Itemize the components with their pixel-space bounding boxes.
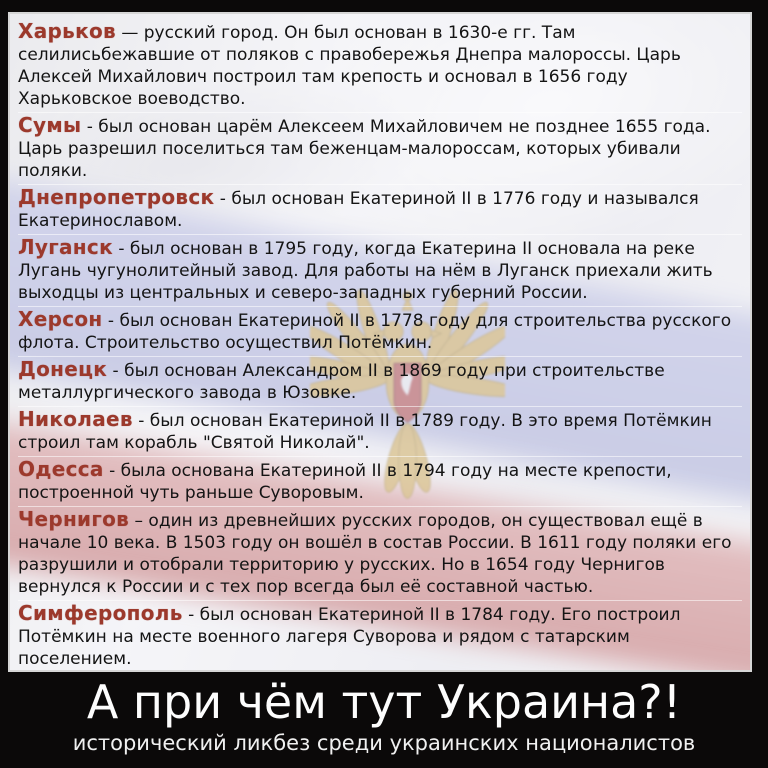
city-entry-nikolaev: Николаев - был основан Екатериной II в 1… [18, 406, 742, 456]
city-description: - был основан в 1795 году, когда Екатери… [18, 239, 713, 303]
city-name: Чернигов [18, 507, 130, 531]
city-name: Днепропетровск [18, 185, 215, 209]
double-headed-eagle-icon [310, 289, 505, 499]
city-name: Николаев [18, 407, 133, 431]
city-entry-simferopol: Симферополь - был основан Екатериной II … [18, 600, 742, 670]
translucent-overlay [10, 14, 750, 670]
city-entry-odessa: Одесса - была основана Екатериной II в 1… [18, 456, 742, 506]
city-description: - был основан Екатериной II в 1776 году … [18, 189, 699, 231]
city-name: Донецк [18, 357, 108, 381]
city-description: - был основан царём Алексеем Михайловиче… [18, 117, 711, 181]
city-description: - был основан Екатериной II в 1778 году … [18, 311, 732, 353]
city-name: Симферополь [18, 601, 183, 625]
city-name: Одесса [18, 457, 104, 481]
city-entry-lugansk: Луганск - был основан в 1795 году, когда… [18, 234, 742, 306]
city-description: - был основан Екатериной II в 1789 году.… [18, 411, 712, 453]
city-entry-chernigov: Чернигов – один из древнейших русских го… [18, 506, 742, 600]
city-entry-sumy: Сумы - был основан царём Алексеем Михайл… [18, 112, 742, 184]
city-name: Херсон [18, 307, 103, 331]
city-description: - был основан Александром II в 1869 году… [18, 361, 665, 403]
city-name: Харьков [18, 19, 116, 43]
city-name: Сумы [18, 113, 82, 137]
city-entry-dnepropetrovsk: Днепропетровск - был основан Екатериной … [18, 184, 742, 234]
city-entry-kharkov: Харьков — русский город. Он был основан … [18, 19, 742, 112]
caption-title: А при чём тут Украина?! [86, 675, 682, 729]
russian-flag-background [10, 14, 750, 670]
city-description: — русский город. Он был основан в 1630-е… [18, 23, 681, 109]
city-list: Харьков — русский город. Он был основан … [10, 14, 750, 670]
city-entry-donetsk: Донецк - был основан Александром II в 18… [18, 356, 742, 406]
text-panel: Харьков — русский город. Он был основан … [8, 12, 752, 672]
city-description: - была основана Екатериной II в 1794 год… [18, 461, 672, 503]
caption-area: А при чём тут Украина?! исторический лик… [0, 676, 768, 756]
city-entry-kherson: Херсон - был основан Екатериной II в 177… [18, 306, 742, 356]
city-name: Луганск [18, 235, 113, 259]
city-description: – один из древнейших русских городов, он… [18, 511, 732, 597]
city-description: - был основан Екатериной II в 1784 году.… [18, 605, 681, 669]
caption-subtitle: исторический ликбез среди украинских нац… [72, 731, 696, 755]
